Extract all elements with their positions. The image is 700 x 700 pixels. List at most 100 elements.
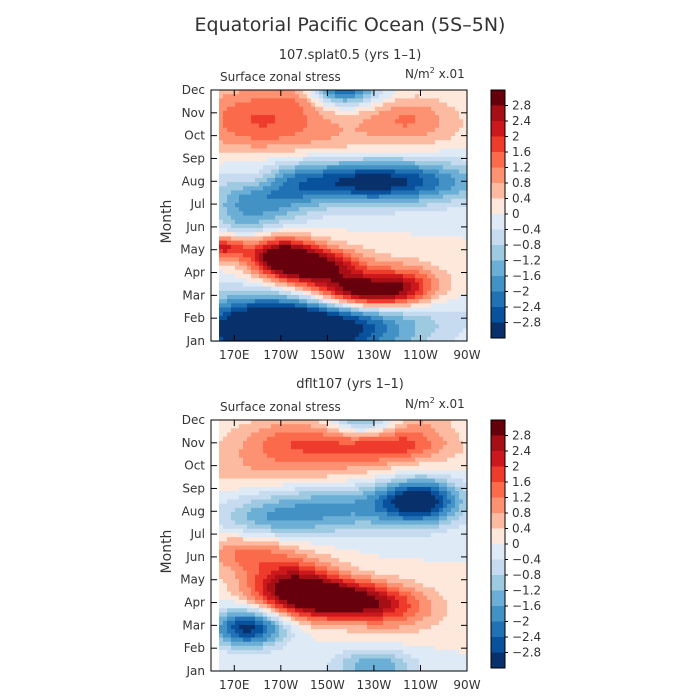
contour-cell — [263, 436, 268, 442]
contour-cell — [347, 299, 352, 304]
contour-cell — [331, 303, 336, 309]
contour-cell — [223, 633, 228, 639]
contour-cell — [439, 278, 444, 284]
contour-cell — [419, 219, 424, 225]
contour-cell — [463, 215, 468, 221]
contour-cell — [343, 161, 348, 166]
contour-cell — [239, 503, 244, 509]
contour-cell — [283, 299, 288, 304]
contour-cell — [271, 320, 276, 325]
contour-cell — [267, 612, 272, 618]
contour-cell — [219, 570, 224, 576]
contour-cell — [443, 332, 448, 338]
contour-cell — [311, 324, 316, 330]
contour-cell — [335, 202, 340, 208]
contour-cell — [307, 228, 312, 233]
contour-cell — [403, 261, 408, 267]
contour-cell — [399, 228, 404, 233]
contour-cell — [223, 303, 228, 309]
contour-cell — [251, 591, 256, 597]
contour-cell — [459, 253, 464, 258]
contour-cell — [239, 90, 244, 95]
contour-cell — [255, 445, 260, 450]
contour-cell — [383, 131, 388, 137]
contour-cell — [423, 286, 428, 292]
contour-cell — [407, 202, 412, 208]
contour-cell — [331, 253, 336, 258]
contour-cell — [391, 90, 396, 95]
contour-cell — [279, 148, 284, 154]
contour-cell — [259, 102, 264, 108]
contour-cell — [451, 223, 456, 229]
contour-cell — [415, 286, 420, 292]
contour-cell — [411, 211, 416, 217]
contour-cell — [407, 253, 412, 258]
contour-cell — [239, 232, 244, 238]
contour-cell — [367, 90, 372, 95]
contour-cell — [259, 474, 264, 480]
contour-cell — [251, 650, 256, 655]
contour-cell — [423, 257, 428, 263]
contour-cell — [451, 299, 456, 304]
contour-cell — [407, 336, 412, 342]
contour-cell — [423, 253, 428, 258]
contour-cell — [291, 119, 296, 125]
contour-cell — [415, 123, 420, 129]
contour-cell — [295, 299, 300, 304]
contour-cell — [339, 190, 344, 196]
contour-cell — [231, 290, 236, 296]
contour-cell — [247, 173, 252, 179]
contour-cell — [219, 311, 224, 317]
contour-cell — [235, 604, 240, 609]
contour-cell — [375, 228, 380, 233]
contour-cell — [263, 236, 268, 242]
contour-cell — [383, 274, 388, 279]
contour-cell — [379, 294, 384, 300]
contour-cell — [283, 211, 288, 217]
contour-cell — [395, 148, 400, 154]
contour-cell — [243, 591, 248, 597]
contour-cell — [271, 299, 276, 304]
contour-cell — [243, 574, 248, 580]
contour-cell — [227, 633, 232, 639]
contour-cell — [363, 148, 368, 154]
contour-cell — [291, 265, 296, 271]
contour-cell — [443, 265, 448, 271]
contour-cell — [371, 274, 376, 279]
contour-cell — [343, 328, 348, 334]
contour-cell — [343, 223, 348, 229]
contour-cell — [459, 219, 464, 225]
contour-cell — [255, 662, 260, 668]
contour-cell — [439, 269, 444, 275]
contour-cell — [351, 332, 356, 338]
contour-cell — [427, 211, 432, 217]
contour-cell — [419, 236, 424, 242]
contour-cell — [227, 169, 232, 175]
contour-cell — [267, 328, 272, 334]
contour-cell — [219, 336, 224, 342]
contour-cell — [231, 503, 236, 509]
contour-cell — [243, 169, 248, 175]
contour-cell — [371, 102, 376, 108]
contour-cell — [275, 106, 280, 112]
contour-cell — [255, 583, 260, 588]
contour-cell — [247, 595, 252, 601]
contour-cell — [283, 207, 288, 212]
contour-cell — [259, 115, 264, 120]
contour-cell — [323, 198, 328, 204]
contour-cell — [343, 211, 348, 217]
contour-cell — [271, 558, 276, 563]
contour-cell — [219, 587, 224, 593]
contour-cell — [243, 512, 248, 517]
contour-cell — [423, 320, 428, 325]
contour-cell — [327, 261, 332, 267]
contour-cell — [247, 491, 252, 496]
contour-cell — [371, 257, 376, 263]
contour-cell — [267, 570, 272, 576]
contour-cell — [427, 290, 432, 296]
contour-cell — [403, 148, 408, 154]
contour-cell — [255, 608, 260, 614]
contour-cell — [259, 144, 264, 150]
contour-cell — [275, 620, 280, 626]
contour-cell — [419, 294, 424, 300]
